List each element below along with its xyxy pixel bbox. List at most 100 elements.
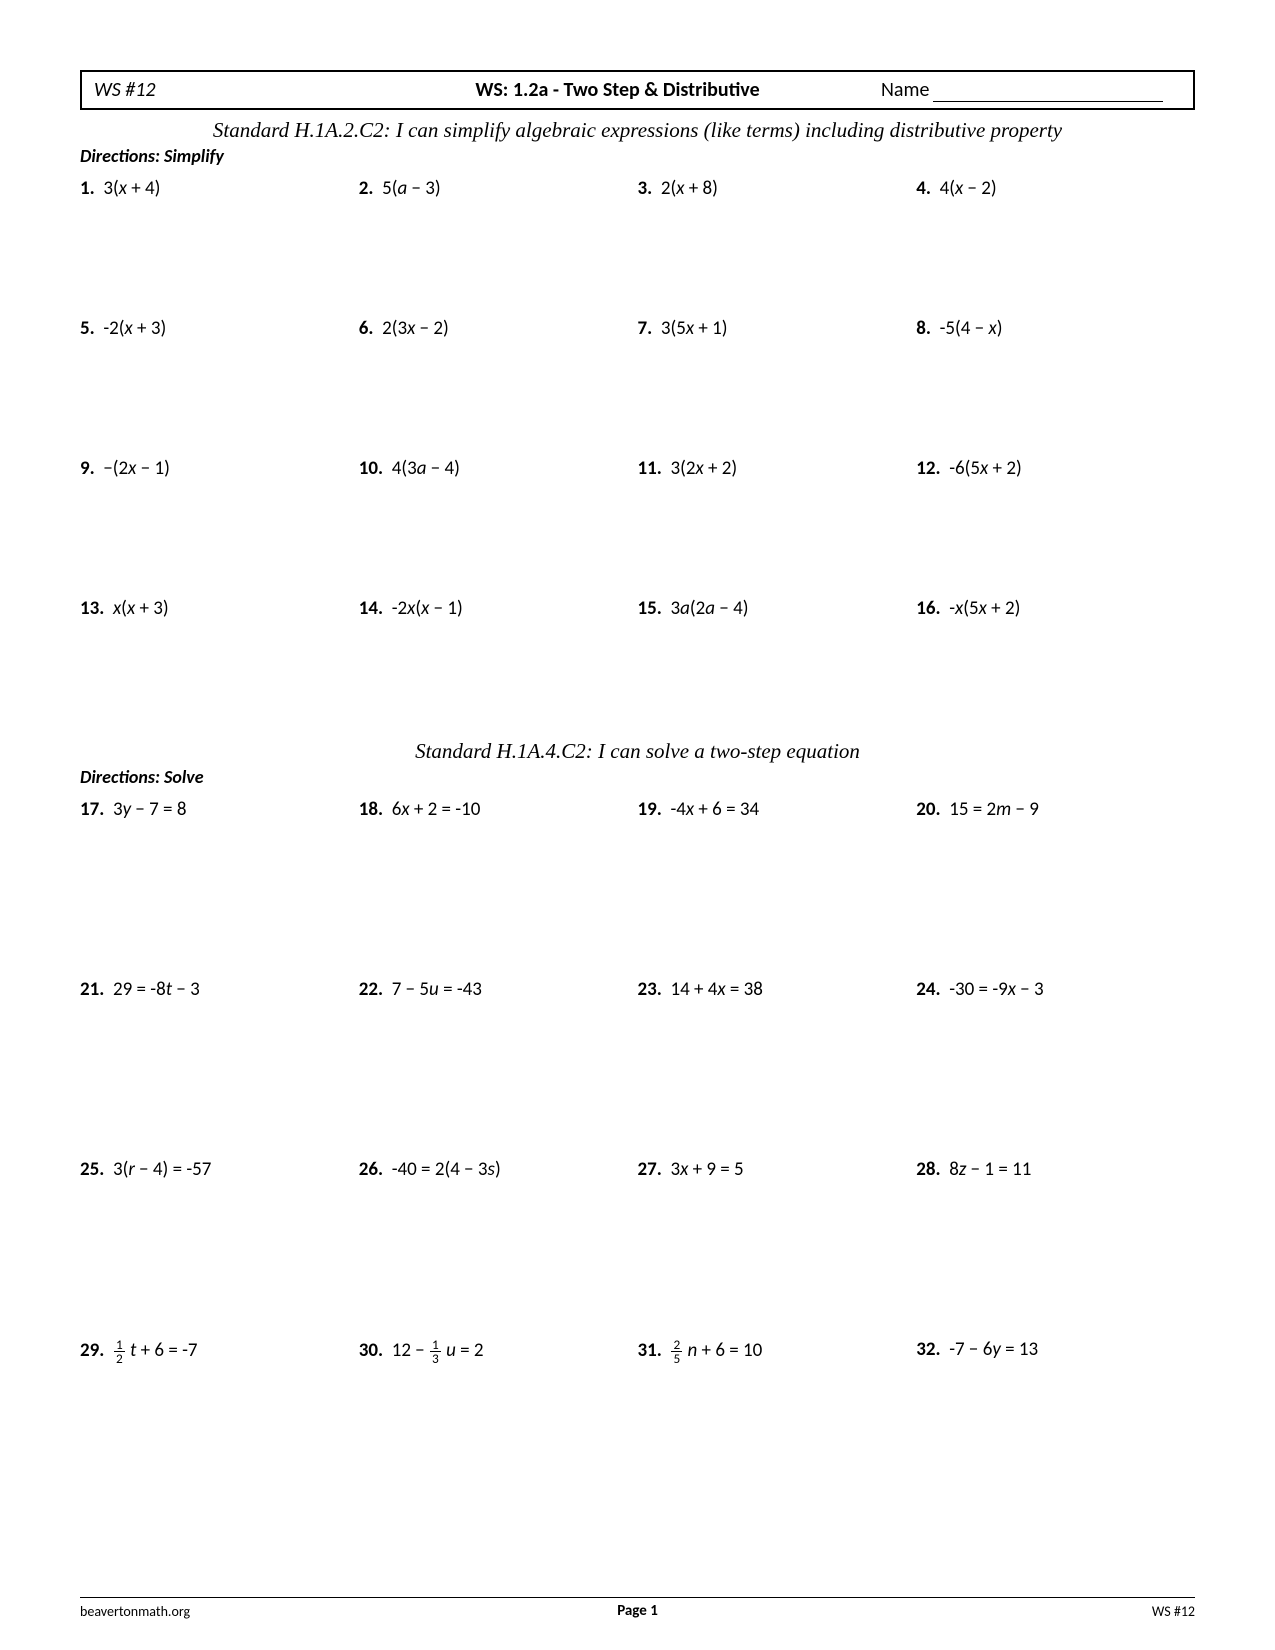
expr: 3(5x + 1) [661, 317, 728, 340]
expr: 14 + 4x = 38 [670, 978, 763, 1001]
problem-13: 13. x(x + 3) [80, 593, 359, 733]
problem-29: 29. 12 t + 6 = -7 [80, 1334, 359, 1514]
expr: 29 = -8t − 3 [113, 978, 200, 1001]
pnum: 31. [638, 1339, 662, 1362]
problem-24: 24. -30 = -9x − 3 [916, 974, 1195, 1154]
header-box: WS #12 WS: 1.2a - Two Step & Distributiv… [80, 70, 1195, 110]
pnum: 25. [80, 1158, 104, 1181]
expr: -30 = -9x − 3 [949, 978, 1044, 1001]
directions-1: Directions: Simplify [80, 145, 1195, 167]
expr: −(2x − 1) [103, 457, 170, 480]
worksheet-page: WS #12 WS: 1.2a - Two Step & Distributiv… [0, 0, 1275, 1650]
expr: 12 t + 6 = -7 [113, 1339, 198, 1362]
standard-1: Standard H.1A.2.C2: I can simplify algeb… [80, 118, 1195, 143]
problem-11: 11. 3(2x + 2) [638, 453, 917, 593]
pnum: 16. [916, 597, 940, 620]
ws-number: WS #12 [94, 78, 374, 102]
pnum: 30. [359, 1339, 383, 1362]
expr: 3(2x + 2) [670, 457, 737, 480]
problem-12: 12. -6(5x + 2) [916, 453, 1195, 593]
pnum: 20. [916, 798, 940, 821]
pnum: 19. [638, 798, 662, 821]
problem-19: 19. -4x + 6 = 34 [638, 794, 917, 974]
pnum: 4. [916, 177, 931, 200]
expr: 8z − 1 = 11 [949, 1158, 1031, 1181]
problem-31: 31. 25 n + 6 = 10 [638, 1334, 917, 1514]
expr: 25 n + 6 = 10 [670, 1339, 762, 1362]
problem-7: 7. 3(5x + 1) [638, 313, 917, 453]
pnum: 21. [80, 978, 104, 1001]
expr: 6x + 2 = -10 [392, 798, 481, 821]
pnum: 8. [916, 317, 931, 340]
pnum: 5. [80, 317, 95, 340]
pnum: 23. [638, 978, 662, 1001]
expr: -2(x + 3) [103, 317, 166, 340]
expr: 5(a − 3) [382, 177, 441, 200]
name-label: Name [881, 78, 929, 102]
expr: 3(r − 4) = -57 [113, 1158, 212, 1181]
pnum: 7. [638, 317, 653, 340]
worksheet-title: WS: 1.2a - Two Step & Distributive [374, 78, 861, 102]
expr: -7 − 6y = 13 [949, 1338, 1038, 1361]
problem-10: 10. 4(3a − 4) [359, 453, 638, 593]
problem-20: 20. 15 = 2m − 9 [916, 794, 1195, 974]
expr: 3(x + 4) [103, 177, 160, 200]
problem-21: 21. 29 = -8t − 3 [80, 974, 359, 1154]
pnum: 13. [80, 597, 104, 620]
problem-3: 3. 2(x + 8) [638, 173, 917, 313]
expr: -5(4 − x) [940, 317, 1003, 340]
pnum: 14. [359, 597, 383, 620]
expr: 3x + 9 = 5 [670, 1158, 743, 1181]
problem-9: 9. −(2x − 1) [80, 453, 359, 593]
problem-5: 5. -2(x + 3) [80, 313, 359, 453]
pnum: 26. [359, 1158, 383, 1181]
pnum: 12. [916, 457, 940, 480]
pnum: 29. [80, 1339, 104, 1362]
expr: x(x + 3) [113, 597, 169, 620]
problem-23: 23. 14 + 4x = 38 [638, 974, 917, 1154]
problem-22: 22. 7 − 5u = -43 [359, 974, 638, 1154]
pnum: 15. [638, 597, 662, 620]
footer-site: beavertonmath.org [80, 1603, 452, 1620]
expr: -6(5x + 2) [949, 457, 1022, 480]
name-blank-line[interactable] [933, 88, 1163, 102]
pnum: 2. [359, 177, 374, 200]
pnum: 9. [80, 457, 95, 480]
problem-27: 27. 3x + 9 = 5 [638, 1154, 917, 1334]
problem-2: 2. 5(a − 3) [359, 173, 638, 313]
pnum: 22. [359, 978, 383, 1001]
problems-section-1: 1. 3(x + 4) 2. 5(a − 3) 3. 2(x + 8) 4. 4… [80, 173, 1195, 733]
pnum: 10. [359, 457, 383, 480]
pnum: 3. [638, 177, 653, 200]
directions-2: Directions: Solve [80, 766, 1195, 788]
problem-6: 6. 2(3x − 2) [359, 313, 638, 453]
pnum: 18. [359, 798, 383, 821]
standard-2: Standard H.1A.4.C2: I can solve a two-st… [80, 739, 1195, 764]
expr: -2x(x − 1) [392, 597, 463, 620]
footer-ws: WS #12 [823, 1603, 1195, 1620]
expr: 4(3a − 4) [392, 457, 460, 480]
problem-8: 8. -5(4 − x) [916, 313, 1195, 453]
pnum: 17. [80, 798, 104, 821]
problem-17: 17. 3y − 7 = 8 [80, 794, 359, 974]
pnum: 32. [916, 1338, 940, 1361]
problem-4: 4. 4(x − 2) [916, 173, 1195, 313]
expr: 7 − 5u = -43 [392, 978, 482, 1001]
expr: 3y − 7 = 8 [113, 798, 187, 821]
pnum: 24. [916, 978, 940, 1001]
problem-30: 30. 12 − 13 u = 2 [359, 1334, 638, 1514]
pnum: 1. [80, 177, 95, 200]
pnum: 11. [638, 457, 662, 480]
pnum: 27. [638, 1158, 662, 1181]
expr: 15 = 2m − 9 [949, 798, 1039, 821]
problems-section-2: 17. 3y − 7 = 8 18. 6x + 2 = -10 19. -4x … [80, 794, 1195, 1514]
expr: -4x + 6 = 34 [670, 798, 759, 821]
footer-page: Page 1 [452, 1602, 824, 1620]
expr: 2(3x − 2) [382, 317, 449, 340]
expr: 3a(2a − 4) [670, 597, 748, 620]
pnum: 28. [916, 1158, 940, 1181]
problem-18: 18. 6x + 2 = -10 [359, 794, 638, 974]
footer: beavertonmath.org Page 1 WS #12 [80, 1602, 1195, 1620]
expr: -x(5x + 2) [949, 597, 1020, 620]
name-field: Name [861, 78, 1181, 102]
